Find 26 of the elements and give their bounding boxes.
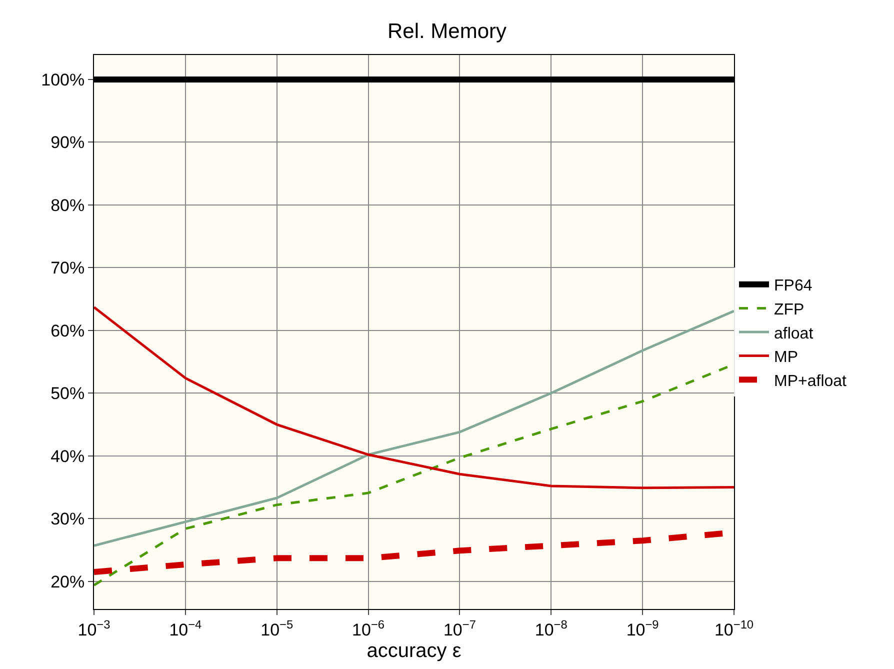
line-series xyxy=(94,306,734,490)
y-tick-label: 100% xyxy=(41,70,85,90)
x-tick-label: 10$^{−6}$ xyxy=(352,617,385,640)
x-tick-label: 10$^{−3}$ xyxy=(78,617,111,640)
y-tick-label: 70% xyxy=(50,258,85,278)
y-tick-label: 60% xyxy=(50,321,85,340)
legend-label: MP+afloat xyxy=(774,372,848,390)
y-tick-label: 80% xyxy=(50,196,85,215)
x-tick-label: 10$^{−10}$ xyxy=(714,617,754,640)
y-tick-label: 20% xyxy=(50,572,85,592)
y-tick-label: 90% xyxy=(50,133,85,152)
x-tick-label: 10$^{−8}$ xyxy=(534,617,568,640)
legend-label: FP64 xyxy=(774,278,812,295)
legend-label: afloat xyxy=(774,325,814,342)
legend-label: MP xyxy=(774,349,798,366)
x-tick-label: 10$^{−5}$ xyxy=(260,617,294,640)
y-tick-label: 30% xyxy=(50,510,85,529)
line-series xyxy=(94,310,734,547)
y-tick-label: 40% xyxy=(50,446,85,466)
legend-label: ZFP xyxy=(774,301,804,318)
x-tick-label: 10$^{−4}$ xyxy=(169,617,202,640)
x-axis-title: accuracy ε xyxy=(366,640,462,662)
chart-title: Rel. Memory xyxy=(387,20,507,44)
x-tick-label: 10$^{−9}$ xyxy=(626,617,660,640)
x-tick-label: 10$^{−7}$ xyxy=(443,617,476,640)
y-tick-label: 50% xyxy=(50,384,85,404)
